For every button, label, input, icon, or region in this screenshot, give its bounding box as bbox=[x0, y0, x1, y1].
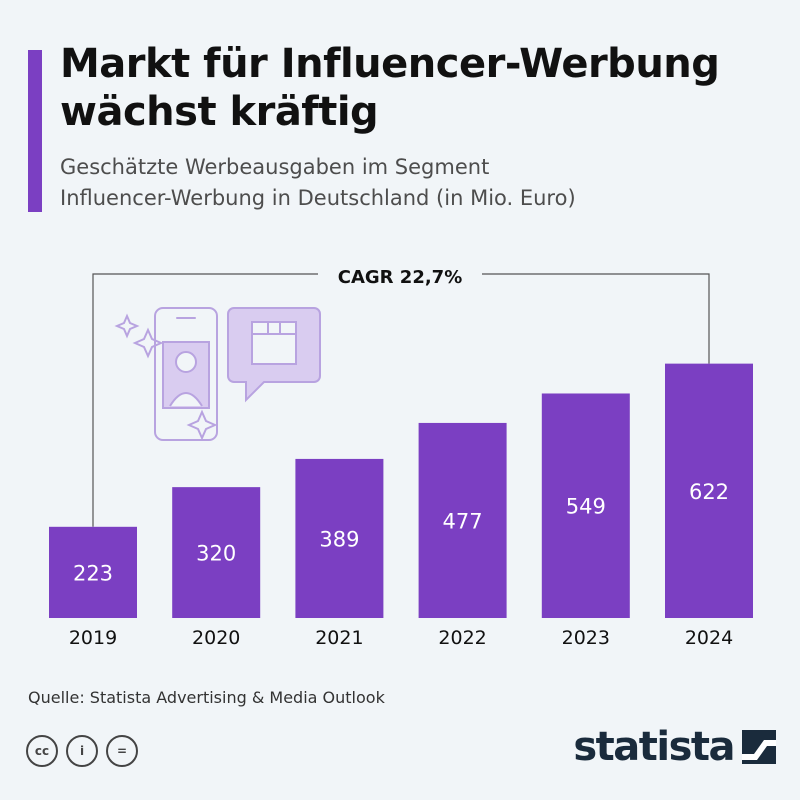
bar-2019 bbox=[49, 526, 137, 618]
sparkle-icon bbox=[186, 409, 218, 441]
license-icons: cc i = bbox=[26, 735, 138, 767]
by-icon[interactable]: i bbox=[66, 735, 98, 767]
cagr-bracket: CAGR 22,7% bbox=[92, 267, 710, 527]
x-label-2020: 2020 bbox=[192, 627, 240, 649]
title-line-2: wächst kräftig bbox=[60, 89, 379, 135]
package-icon bbox=[251, 321, 297, 365]
x-label-2021: 2021 bbox=[315, 627, 363, 649]
value-label-2023: 549 bbox=[566, 495, 606, 519]
subtitle-line-2: Influencer-Werbung in Deutschland (in Mi… bbox=[60, 186, 576, 210]
bar-2024 bbox=[665, 363, 753, 618]
bars-group bbox=[49, 363, 753, 618]
x-label-2022: 2022 bbox=[438, 627, 486, 649]
value-label-2024: 622 bbox=[689, 480, 729, 504]
value-label-2022: 477 bbox=[443, 509, 483, 533]
sparkle-icon bbox=[132, 327, 164, 359]
cc-icon[interactable]: cc bbox=[26, 735, 58, 767]
chart-title: Markt für Influencer-Werbung wächst kräf… bbox=[60, 40, 790, 136]
cagr-line-right bbox=[482, 273, 710, 364]
bar-2020 bbox=[172, 487, 261, 618]
cagr-line-left bbox=[92, 273, 318, 527]
cagr-annotation: CAGR 22,7% bbox=[338, 267, 463, 288]
nd-icon[interactable]: = bbox=[106, 735, 138, 767]
subtitle-line-1: Geschätzte Werbeausgaben im Segment bbox=[60, 155, 490, 179]
bar-2021 bbox=[295, 458, 384, 618]
source-note: Quelle: Statista Advertising & Media Out… bbox=[28, 688, 385, 707]
statista-logo-icon bbox=[742, 730, 776, 764]
chart-subtitle: Geschätzte Werbeausgaben im Segment Infl… bbox=[60, 152, 780, 214]
value-label-2020: 320 bbox=[196, 542, 236, 566]
statista-logo[interactable]: statista bbox=[573, 724, 776, 770]
x-axis-labels: 2019 2020 2021 2022 2023 2024 bbox=[69, 627, 733, 649]
x-label-2019: 2019 bbox=[69, 627, 117, 649]
bar-2022 bbox=[418, 422, 507, 618]
bar-2023 bbox=[541, 393, 630, 618]
sparkle-icon bbox=[114, 313, 140, 339]
value-labels-group: 223 320 389 477 549 622 bbox=[73, 480, 729, 586]
x-label-2024: 2024 bbox=[685, 627, 733, 649]
title-accent-bar bbox=[28, 50, 42, 212]
phone-icon bbox=[154, 307, 218, 441]
title-line-1: Markt für Influencer-Werbung bbox=[60, 41, 720, 87]
value-label-2019: 223 bbox=[73, 561, 113, 585]
x-label-2023: 2023 bbox=[562, 627, 610, 649]
brand-name: statista bbox=[573, 724, 735, 770]
value-label-2021: 389 bbox=[319, 527, 359, 551]
influencer-illustration bbox=[114, 307, 321, 441]
